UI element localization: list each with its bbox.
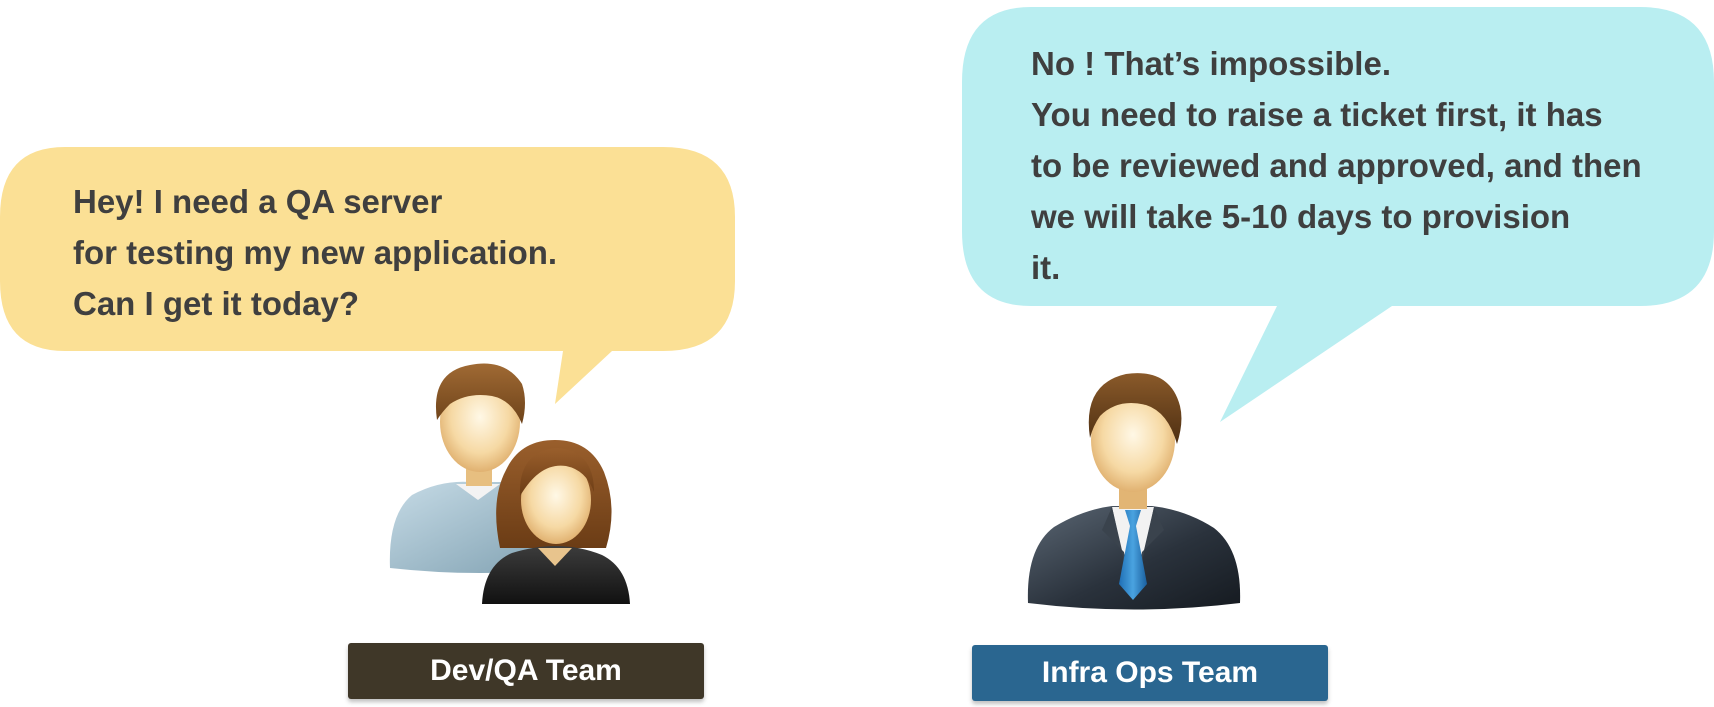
dev-message-line: Can I get it today? [73, 285, 360, 322]
ops-message-line: it. [1031, 249, 1061, 286]
businessman-icon [1027, 373, 1241, 610]
ops-message-line: we will take 5-10 days to provision [1031, 198, 1571, 235]
dev-request-message: Hey! I need a QA server for testing my n… [73, 176, 557, 329]
ops-message-line: No ! That’s impossible. [1031, 45, 1391, 82]
ops-speech-bubble [962, 7, 1714, 422]
dev-message-line: for testing my new application. [73, 234, 558, 271]
dev-qa-team-label: Dev/QA Team [348, 643, 704, 699]
dev-speech-bubble [0, 147, 735, 404]
ops-response-message: No ! That’s impossible. You need to rais… [1031, 38, 1642, 293]
ops-message-line: You need to raise a ticket first, it has [1031, 96, 1603, 133]
man-and-woman-icon [389, 363, 630, 604]
dev-message-line: Hey! I need a QA server [73, 183, 443, 220]
ops-message-line: to be reviewed and approved, and then [1031, 147, 1642, 184]
infra-ops-team-label: Infra Ops Team [972, 645, 1328, 701]
